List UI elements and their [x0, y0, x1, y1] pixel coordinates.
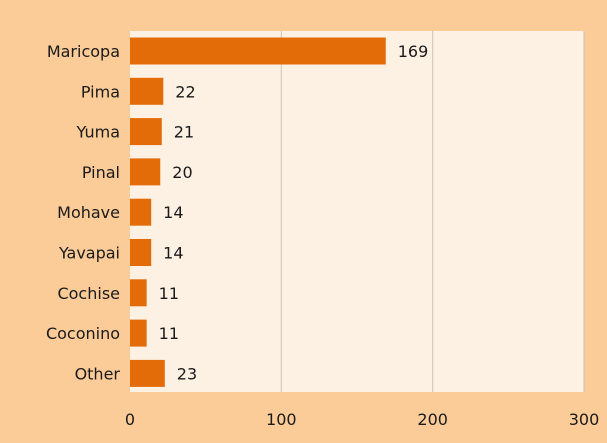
category-label: Mohave [57, 203, 120, 222]
data-label: 21 [174, 123, 194, 142]
category-label: Pinal [82, 163, 120, 182]
bar [130, 239, 151, 266]
bar [130, 199, 151, 226]
bar [130, 78, 163, 105]
bar [130, 158, 160, 185]
bar [130, 279, 147, 306]
bar [130, 360, 165, 387]
x-tick-label: 0 [125, 410, 135, 429]
data-label: 14 [163, 203, 183, 222]
data-label: 23 [177, 364, 197, 383]
bar [130, 38, 386, 65]
category-label: Pima [81, 82, 120, 101]
data-label: 169 [398, 42, 429, 61]
data-label: 14 [163, 244, 183, 263]
category-label: Maricopa [47, 42, 120, 61]
x-tick-label: 100 [266, 410, 297, 429]
category-label: Other [75, 364, 121, 383]
category-label: Yuma [76, 123, 120, 142]
category-label: Yavapai [58, 244, 120, 263]
data-label: 11 [159, 324, 179, 343]
category-label: Cochise [57, 284, 120, 303]
x-tick-label: 200 [417, 410, 448, 429]
bar [130, 118, 162, 145]
bar [130, 320, 147, 347]
data-label: 11 [159, 284, 179, 303]
x-tick-label: 300 [569, 410, 600, 429]
category-label: Coconino [46, 324, 120, 343]
plot-area [130, 31, 584, 392]
data-label: 22 [175, 82, 195, 101]
data-label: 20 [172, 163, 192, 182]
